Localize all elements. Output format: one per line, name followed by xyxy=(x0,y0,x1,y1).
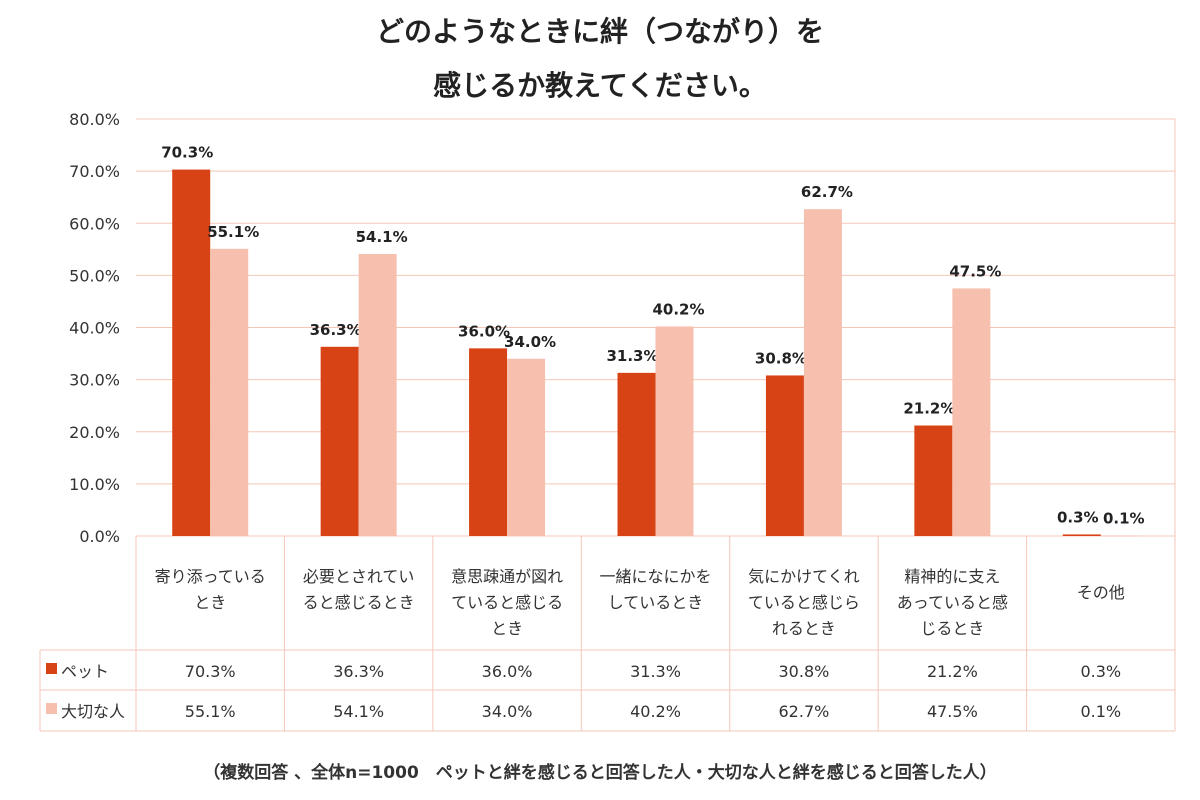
y-tick-label: 30.0% xyxy=(69,371,120,390)
bar-pet xyxy=(469,348,508,536)
data-label: 31.3% xyxy=(606,347,658,365)
y-tick-label: 60.0% xyxy=(69,214,120,233)
table-cell-value: 36.3% xyxy=(333,662,384,681)
table-cell-value: 21.2% xyxy=(927,662,978,681)
data-label: 0.3% xyxy=(1057,508,1099,526)
data-label: 47.5% xyxy=(949,262,1001,280)
legend-swatch xyxy=(46,703,57,714)
bar-important-person xyxy=(952,288,991,536)
table-cell-value: 36.0% xyxy=(482,662,533,681)
bar-pet xyxy=(172,169,211,536)
bar-pet xyxy=(320,346,359,536)
chart-footnote: （複数回答 、全体n=1000 ペットと絆を感じると回答した人・大切な人と絆を感… xyxy=(203,763,997,783)
y-tick-label: 80.0% xyxy=(69,110,120,129)
y-tick-label: 70.0% xyxy=(69,162,120,181)
data-label: 62.7% xyxy=(801,183,853,201)
bar-important-person xyxy=(1100,535,1139,537)
chart-title-line1: どのようなときに絆（つながり）を xyxy=(375,15,824,48)
category-label: 寄り添っている xyxy=(155,567,266,586)
bar-important-person xyxy=(358,254,397,536)
bar-important-person xyxy=(210,248,249,536)
table-cell-value: 30.8% xyxy=(779,662,830,681)
bar-important-person xyxy=(803,209,842,536)
table-cell-value: 54.1% xyxy=(333,702,384,721)
legend-swatch xyxy=(46,663,57,674)
data-label: 21.2% xyxy=(903,399,955,417)
category-label: れるとき xyxy=(772,619,836,638)
table-cell-value: 55.1% xyxy=(185,702,236,721)
category-label: とき xyxy=(194,593,226,612)
y-tick-label: 10.0% xyxy=(69,475,120,494)
data-label: 36.0% xyxy=(458,322,510,340)
bar-important-person xyxy=(655,326,694,536)
category-label: ると感じるとき xyxy=(303,593,415,612)
bar-important-person xyxy=(507,358,546,536)
category-label: 一緒になにかを xyxy=(599,567,711,586)
category-label: じるとき xyxy=(920,619,984,638)
table-cell-value: 47.5% xyxy=(927,702,978,721)
table-cell-value: 0.3% xyxy=(1080,662,1121,681)
category-label: あっていると感 xyxy=(897,593,1008,612)
category-label: 気にかけてくれ xyxy=(748,567,860,586)
table-cell-value: 70.3% xyxy=(185,662,236,681)
y-tick-label: 20.0% xyxy=(69,423,120,442)
legend-label: 大切な人 xyxy=(61,702,125,721)
table-cell-value: 0.1% xyxy=(1080,702,1121,721)
table-cell-value: 31.3% xyxy=(630,662,681,681)
bar-pet xyxy=(617,372,656,536)
table-cell-value: 62.7% xyxy=(779,702,830,721)
data-label: 40.2% xyxy=(652,300,704,318)
category-label: 必要とされてい xyxy=(303,567,415,586)
bar-pet xyxy=(914,425,953,536)
bar-pet xyxy=(765,375,804,536)
category-label: ていると感じる xyxy=(451,593,563,612)
category-label: 精神的に支え xyxy=(904,567,1000,586)
bar-pet xyxy=(1062,534,1101,536)
y-tick-label: 40.0% xyxy=(69,319,120,338)
category-label: その他 xyxy=(1077,583,1125,602)
y-tick-label: 0.0% xyxy=(79,527,120,546)
data-label: 55.1% xyxy=(207,223,259,241)
category-label: 意思疎通が図れ xyxy=(451,567,563,586)
data-label: 34.0% xyxy=(504,333,556,351)
table-cell-value: 34.0% xyxy=(482,702,533,721)
chart-title-line2: 感じるか教えてください。 xyxy=(433,69,767,102)
data-label: 0.1% xyxy=(1103,509,1145,527)
data-label: 70.3% xyxy=(161,144,213,162)
category-label: ていると感じら xyxy=(748,593,860,612)
data-label: 30.8% xyxy=(755,349,807,367)
y-tick-label: 50.0% xyxy=(69,266,120,285)
legend-label: ペット xyxy=(61,662,109,681)
category-label: しているとき xyxy=(608,593,704,612)
data-label: 54.1% xyxy=(356,228,408,246)
category-label: とき xyxy=(491,619,523,638)
data-label: 36.3% xyxy=(310,321,362,339)
table-cell-value: 40.2% xyxy=(630,702,681,721)
